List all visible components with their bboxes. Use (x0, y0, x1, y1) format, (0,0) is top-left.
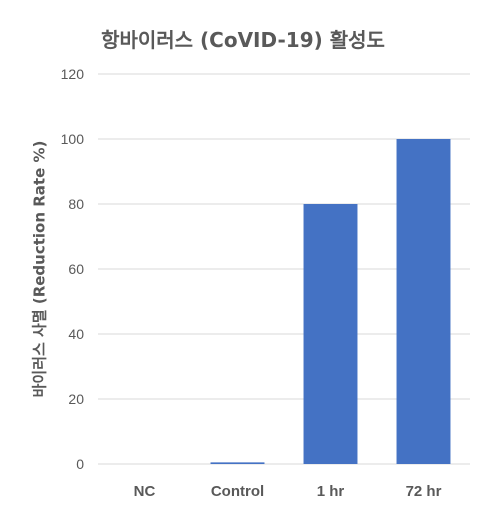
x-tick-label: 1 hr (317, 483, 345, 500)
x-tick-label: 72 hr (406, 483, 442, 500)
y-tick-label: 80 (68, 196, 84, 212)
bar (396, 139, 451, 464)
y-tick-label: 20 (68, 391, 84, 407)
x-tick-label: NC (134, 483, 156, 500)
x-tick-labels: NC Control 1 hr 72 hr (134, 483, 442, 500)
y-tick-label: 100 (61, 131, 85, 147)
y-tick-label: 40 (68, 326, 84, 342)
y-tick-label: 0 (76, 456, 84, 472)
y-tick-label: 120 (61, 66, 85, 82)
x-tick-label: Control (211, 483, 264, 500)
y-tick-label: 60 (68, 261, 84, 277)
chart-title: 항바이러스 (CoVID-19) 활성도 (101, 28, 385, 52)
bars (210, 139, 451, 464)
y-tick-labels: 0 20 40 60 80 100 120 (61, 66, 85, 472)
bar (210, 462, 265, 464)
bar (303, 204, 358, 464)
